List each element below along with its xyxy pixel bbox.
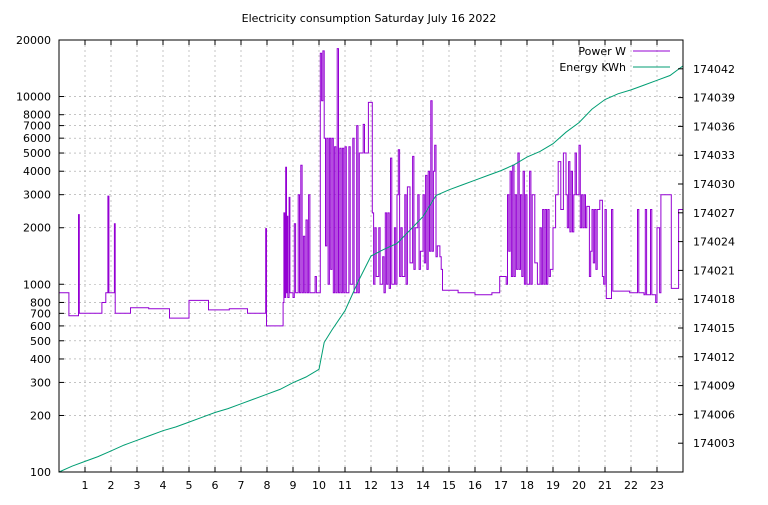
y-tick-label: 3000 (23, 189, 51, 202)
x-tick-label: 15 (442, 479, 456, 492)
y2-tick-label: 174012 (693, 351, 735, 364)
y2-tick-label: 174021 (693, 264, 735, 277)
y2-tick-label: 174036 (693, 120, 735, 133)
x-tick-label: 2 (108, 479, 115, 492)
x-tick-label: 20 (572, 479, 586, 492)
x-tick-label: 6 (212, 479, 219, 492)
x-tick-label: 23 (650, 479, 664, 492)
x-tick-label: 10 (312, 479, 326, 492)
y-tick-label: 4000 (23, 165, 51, 178)
x-tick-label: 7 (238, 479, 245, 492)
x-tick-label: 12 (364, 479, 378, 492)
x-tick-label: 1 (82, 479, 89, 492)
chart-title: Electricity consumption Saturday July 16… (242, 12, 497, 25)
x-tick-label: 4 (160, 479, 167, 492)
y2-tick-label: 174003 (693, 437, 735, 450)
y-tick-label: 2000 (23, 222, 51, 235)
x-tick-label: 9 (290, 479, 297, 492)
x-tick-label: 3 (134, 479, 141, 492)
x-tick-label: 18 (520, 479, 534, 492)
y2-tick-label: 174033 (693, 149, 735, 162)
x-tick-label: 5 (186, 479, 193, 492)
y-tick-label: 300 (30, 376, 51, 389)
y-tick-label: 6000 (23, 132, 51, 145)
x-tick-label: 17 (494, 479, 508, 492)
x-tick-label: 21 (598, 479, 612, 492)
series-line (59, 48, 683, 327)
y-tick-label: 8000 (23, 109, 51, 122)
y-tick-label: 5000 (23, 147, 51, 160)
y-tick-label: 100 (30, 466, 51, 479)
y2-tick-label: 174015 (693, 322, 735, 335)
y-tick-label: 10000 (16, 91, 51, 104)
y2-tick-label: 174024 (693, 236, 735, 249)
y-tick-label: 400 (30, 353, 51, 366)
y2-tick-label: 174042 (693, 63, 735, 76)
ticks: 1 2 3 4 5 6 7 8 9 10 11 12 13 14 15 16 17 18 19 20 21 22 23100… (16, 34, 735, 492)
x-tick-label: 14 (416, 479, 430, 492)
x-tick-label: 13 (390, 479, 404, 492)
x-tick-label: 11 (338, 479, 352, 492)
y-tick-label: 800 (30, 296, 51, 309)
legend-label: Energy KWh (559, 61, 626, 74)
legend-label: Power W (578, 45, 626, 58)
x-tick-label: 22 (624, 479, 638, 492)
y-tick-label: 500 (30, 335, 51, 348)
y2-tick-label: 174018 (693, 293, 735, 306)
y-tick-label: 200 (30, 409, 51, 422)
y2-tick-label: 174006 (693, 408, 735, 421)
x-tick-label: 19 (546, 479, 560, 492)
series-line (58, 65, 684, 473)
series-layer (58, 48, 684, 473)
y-tick-label: 1000 (23, 278, 51, 291)
y-tick-label: 20000 (16, 34, 51, 47)
x-tick-label: 16 (468, 479, 482, 492)
y-tick-label: 7000 (23, 120, 51, 133)
y2-tick-label: 174027 (693, 207, 735, 220)
y-tick-label: 600 (30, 320, 51, 333)
y2-tick-label: 174009 (693, 380, 735, 393)
y-tick-label: 700 (30, 307, 51, 320)
y2-tick-label: 174039 (693, 92, 735, 105)
x-tick-label: 8 (264, 479, 271, 492)
y2-tick-label: 174030 (693, 178, 735, 191)
legend: Power W Energy KWh (559, 45, 670, 74)
